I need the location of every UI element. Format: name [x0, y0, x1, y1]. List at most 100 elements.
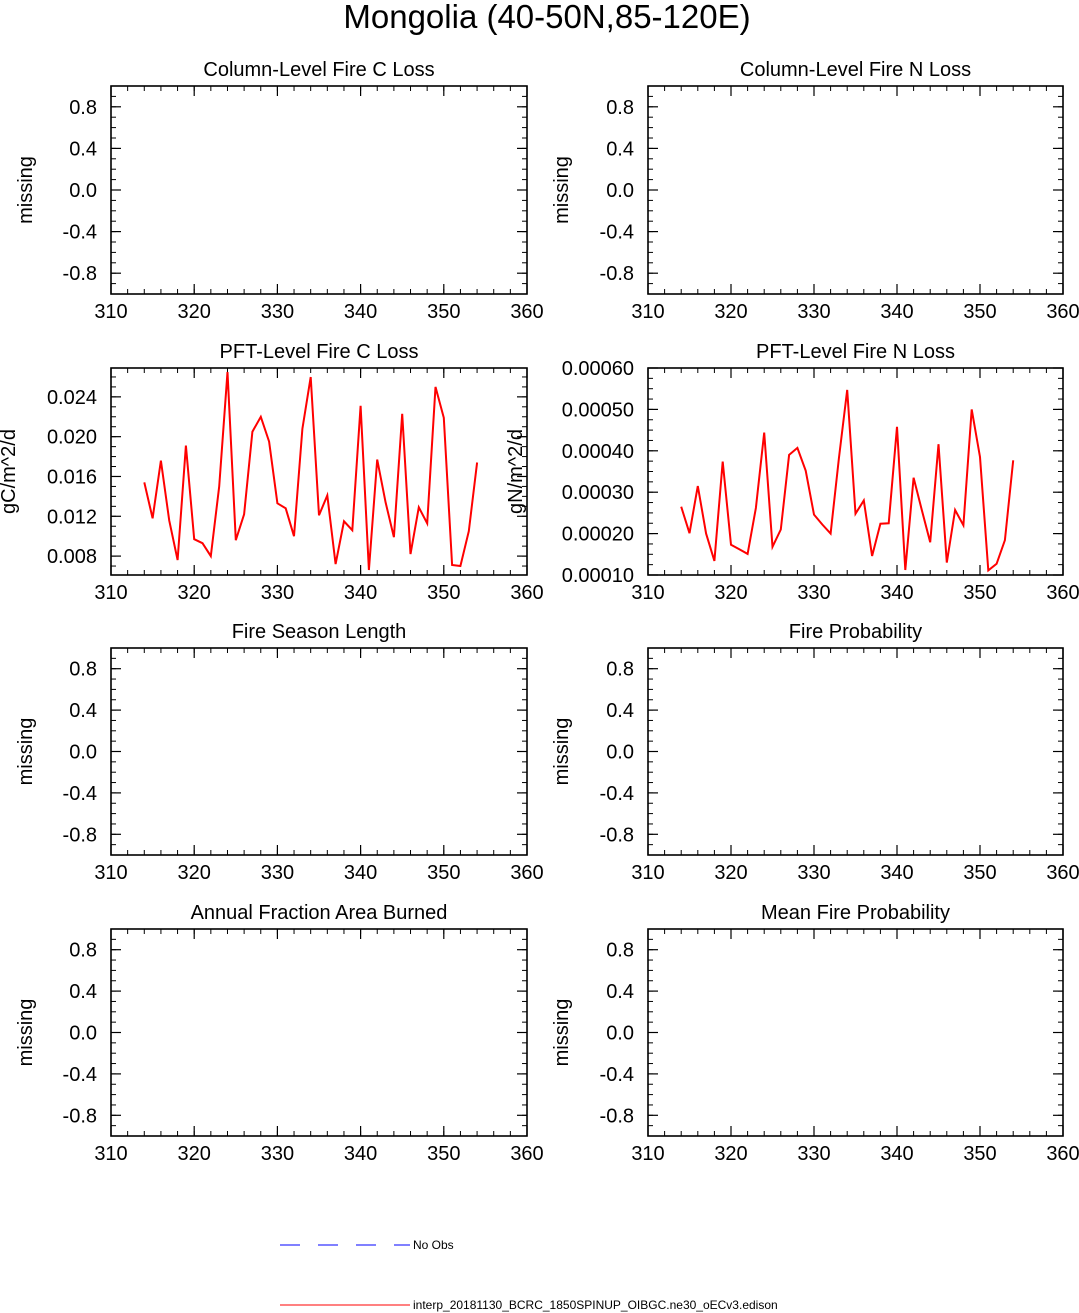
x-tick-label: 350 — [427, 1143, 460, 1165]
y-tick-label: 0.020 — [47, 427, 97, 449]
panel-title: Fire Probability — [789, 621, 922, 643]
chart-panel: 310 320 330 340 350 360 0.8 0.4 0.0 -0.4 -0.8 Colum… — [15, 59, 544, 323]
x-tick-label: 330 — [797, 301, 830, 323]
x-tick-label: 350 — [427, 582, 460, 604]
y-tick-label: 0.0 — [69, 180, 97, 202]
y-tick-label: 0.024 — [47, 387, 97, 409]
y-tick-label: 0.00030 — [562, 482, 634, 504]
model-series-line — [143, 371, 479, 571]
y-tick-label: -0.8 — [63, 824, 97, 846]
x-tick-label: 310 — [94, 862, 127, 884]
panels: 310 320 330 340 350 360 0.8 0.4 0.0 -0.4 -0.8 Colum… — [0, 59, 1079, 1165]
plot-frame — [110, 85, 528, 295]
x-tick-label: 330 — [797, 1143, 830, 1165]
y-tick-label: 0.00050 — [562, 399, 634, 421]
plot-frame — [110, 647, 528, 856]
x-tick-label: 320 — [714, 1143, 747, 1165]
x-tick-label: 360 — [1046, 862, 1079, 884]
panel-title: Fire Season Length — [232, 621, 407, 643]
y-axis-label: missing — [551, 156, 573, 224]
x-tick-label: 360 — [510, 301, 543, 323]
y-tick-label: 0.00060 — [562, 358, 634, 380]
y-tick-label: 0.4 — [69, 700, 97, 722]
x-tick-label: 360 — [510, 862, 543, 884]
y-tick-label: -0.8 — [600, 1105, 634, 1127]
y-axis-label: gC/m^2/d — [0, 429, 20, 514]
x-tick-label: 360 — [510, 1143, 543, 1165]
x-tick-label: 340 — [344, 582, 377, 604]
y-tick-label: 0.8 — [69, 940, 97, 962]
x-tick-label: 320 — [714, 582, 747, 604]
legend-obs-label: No Obs — [413, 1238, 454, 1252]
x-tick-label: 320 — [178, 301, 211, 323]
y-axis-label: missing — [551, 999, 573, 1067]
y-tick-label: 0.00020 — [562, 524, 634, 546]
x-tick-label: 350 — [963, 301, 996, 323]
chart-panel: 310 320 330 340 350 360 0.8 0.4 0.0 -0.4 -0.8 Colum… — [551, 59, 1079, 323]
y-tick-label: -0.4 — [63, 222, 97, 244]
y-tick-label: 0.0 — [69, 742, 97, 764]
y-tick-label: -0.8 — [63, 263, 97, 285]
chart-panel: 310 320 330 340 350 360 0.8 0.4 0.0 -0.4 -0.8 Fire … — [15, 621, 544, 884]
chart-panel: 310 320 330 340 350 360 0.8 0.4 0.0 -0.4 -0.8 Annua… — [15, 902, 544, 1165]
x-tick-label: 320 — [178, 1143, 211, 1165]
x-tick-label: 330 — [797, 862, 830, 884]
y-tick-label: 0.0 — [606, 1023, 634, 1045]
y-tick-label: 0.4 — [606, 138, 634, 160]
x-tick-label: 340 — [880, 301, 913, 323]
x-tick-label: 350 — [427, 301, 460, 323]
x-tick-label: 330 — [261, 862, 294, 884]
y-tick-label: -0.4 — [600, 1064, 634, 1086]
x-tick-label: 310 — [94, 1143, 127, 1165]
y-tick-label: 0.00010 — [562, 565, 634, 587]
y-tick-label: 0.8 — [606, 97, 634, 119]
y-tick-label: -0.4 — [600, 783, 634, 805]
y-tick-label: -0.4 — [600, 222, 634, 244]
y-axis-label: gN/m^2/d — [505, 429, 527, 514]
x-tick-label: 320 — [178, 862, 211, 884]
plot-frame — [647, 85, 1064, 295]
panel-title: Mean Fire Probability — [761, 902, 950, 924]
x-tick-label: 340 — [880, 582, 913, 604]
panel-title: Column-Level Fire N Loss — [740, 59, 971, 81]
x-tick-label: 340 — [344, 301, 377, 323]
y-tick-label: 0.012 — [47, 506, 97, 528]
y-tick-label: 0.0 — [69, 1023, 97, 1045]
y-tick-label: 0.00040 — [562, 441, 634, 463]
legend: No Obs interp_20181130_BCRC_1850SPINUP_O… — [280, 1238, 778, 1312]
x-tick-label: 340 — [880, 862, 913, 884]
figure-title: Mongolia (40-50N,85-120E) — [343, 0, 750, 35]
y-tick-label: 0.0 — [606, 742, 634, 764]
x-tick-label: 320 — [714, 301, 747, 323]
x-tick-label: 330 — [261, 301, 294, 323]
y-tick-label: 0.8 — [69, 659, 97, 681]
x-tick-label: 330 — [261, 582, 294, 604]
y-tick-label: 0.0 — [606, 180, 634, 202]
plot-frame — [647, 928, 1064, 1137]
x-tick-label: 310 — [631, 582, 664, 604]
chart-panel: 310 320 330 340 350 360 0.00060 0.00050 0.00040 0… — [505, 341, 1079, 604]
panel-title: PFT-Level Fire N Loss — [756, 341, 955, 363]
x-tick-label: 320 — [714, 862, 747, 884]
plot-frame — [110, 928, 528, 1137]
y-tick-label: -0.4 — [63, 783, 97, 805]
y-axis-label: missing — [15, 718, 37, 786]
y-axis-label: missing — [15, 156, 37, 224]
y-axis-label: missing — [15, 999, 37, 1067]
y-tick-label: 0.016 — [47, 466, 97, 488]
x-tick-label: 350 — [427, 862, 460, 884]
y-tick-label: 0.4 — [606, 700, 634, 722]
y-tick-label: 0.8 — [606, 940, 634, 962]
y-tick-label: -0.8 — [63, 1105, 97, 1127]
chart-panel: 310 320 330 340 350 360 0.8 0.4 0.0 -0.4 -0.8 Fire … — [551, 621, 1079, 884]
x-tick-label: 360 — [1046, 301, 1079, 323]
x-tick-label: 350 — [963, 862, 996, 884]
x-tick-label: 330 — [797, 582, 830, 604]
y-tick-label: 0.8 — [606, 659, 634, 681]
x-tick-label: 350 — [963, 1143, 996, 1165]
y-tick-label: -0.8 — [600, 824, 634, 846]
y-tick-label: 0.4 — [69, 138, 97, 160]
panel-title: Annual Fraction Area Burned — [191, 902, 448, 924]
x-tick-label: 330 — [261, 1143, 294, 1165]
